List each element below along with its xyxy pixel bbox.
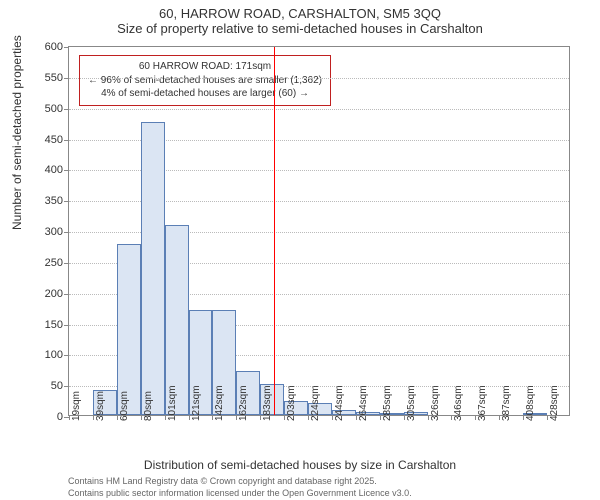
- xtick-label: 203sqm: [286, 385, 297, 421]
- xtick-label: 162sqm: [238, 385, 249, 421]
- plot-region: 60 HARROW ROAD: 171sqm ← 96% of semi-det…: [68, 46, 570, 416]
- ytick-label: 100: [45, 349, 69, 361]
- xtick-label: 80sqm: [143, 391, 154, 421]
- histogram-bar: [141, 122, 165, 415]
- ytick-label: 500: [45, 103, 69, 115]
- xtick-label: 367sqm: [477, 385, 488, 421]
- credit-line1: Contains HM Land Registry data © Crown c…: [68, 476, 412, 488]
- xtick-label: 142sqm: [214, 385, 225, 421]
- marker-annotation-box: 60 HARROW ROAD: 171sqm ← 96% of semi-det…: [79, 55, 331, 106]
- xtick-mark: [404, 415, 405, 420]
- xtick-mark: [284, 415, 285, 420]
- xtick-mark: [428, 415, 429, 420]
- ytick-label: 300: [45, 226, 69, 238]
- xtick-label: 121sqm: [191, 385, 202, 421]
- xtick-label: 285sqm: [382, 385, 393, 421]
- xtick-label: 244sqm: [334, 385, 345, 421]
- xtick-mark: [141, 415, 142, 420]
- ytick-label: 0: [57, 411, 69, 423]
- histogram-bar: [117, 244, 141, 415]
- ytick-label: 200: [45, 288, 69, 300]
- annot-line1: 60 HARROW ROAD: 171sqm: [88, 60, 322, 74]
- xtick-mark: [308, 415, 309, 420]
- x-axis-label: Distribution of semi-detached houses by …: [0, 458, 600, 472]
- ytick-label: 350: [45, 195, 69, 207]
- ytick-label: 50: [51, 380, 69, 392]
- xtick-mark: [547, 415, 548, 420]
- gridline-h: [69, 109, 569, 110]
- gridline-h: [69, 78, 569, 79]
- title-line1: 60, HARROW ROAD, CARSHALTON, SM5 3QQ: [0, 6, 600, 21]
- xtick-label: 60sqm: [119, 391, 130, 421]
- title-line2: Size of property relative to semi-detach…: [0, 21, 600, 36]
- xtick-label: 101sqm: [167, 385, 178, 421]
- y-axis-label: Number of semi-detached properties: [10, 35, 24, 230]
- ytick-label: 150: [45, 319, 69, 331]
- xtick-label: 305sqm: [406, 385, 417, 421]
- xtick-label: 19sqm: [71, 391, 82, 421]
- credits-block: Contains HM Land Registry data © Crown c…: [68, 476, 412, 499]
- xtick-mark: [165, 415, 166, 420]
- ytick-label: 400: [45, 164, 69, 176]
- annot-line2: ← 96% of semi-detached houses are smalle…: [88, 74, 322, 88]
- xtick-mark: [93, 415, 94, 420]
- xtick-mark: [356, 415, 357, 420]
- xtick-label: 264sqm: [358, 385, 369, 421]
- annot-line3: 4% of semi-detached houses are larger (6…: [88, 87, 322, 101]
- chart-area: 60 HARROW ROAD: 171sqm ← 96% of semi-det…: [68, 46, 570, 416]
- xtick-label: 408sqm: [525, 385, 536, 421]
- reference-line: [274, 47, 275, 415]
- xtick-mark: [117, 415, 118, 420]
- xtick-label: 183sqm: [262, 385, 273, 421]
- xtick-mark: [380, 415, 381, 420]
- credit-line2: Contains public sector information licen…: [68, 488, 412, 500]
- xtick-label: 346sqm: [453, 385, 464, 421]
- xtick-label: 428sqm: [549, 385, 560, 421]
- xtick-label: 326sqm: [430, 385, 441, 421]
- xtick-label: 39sqm: [95, 391, 106, 421]
- xtick-label: 387sqm: [501, 385, 512, 421]
- xtick-label: 224sqm: [310, 385, 321, 421]
- ytick-label: 450: [45, 134, 69, 146]
- ytick-label: 550: [45, 72, 69, 84]
- xtick-mark: [69, 415, 70, 420]
- xtick-mark: [189, 415, 190, 420]
- ytick-label: 250: [45, 257, 69, 269]
- chart-title-block: 60, HARROW ROAD, CARSHALTON, SM5 3QQ Siz…: [0, 0, 600, 36]
- xtick-mark: [332, 415, 333, 420]
- ytick-label: 600: [45, 41, 69, 53]
